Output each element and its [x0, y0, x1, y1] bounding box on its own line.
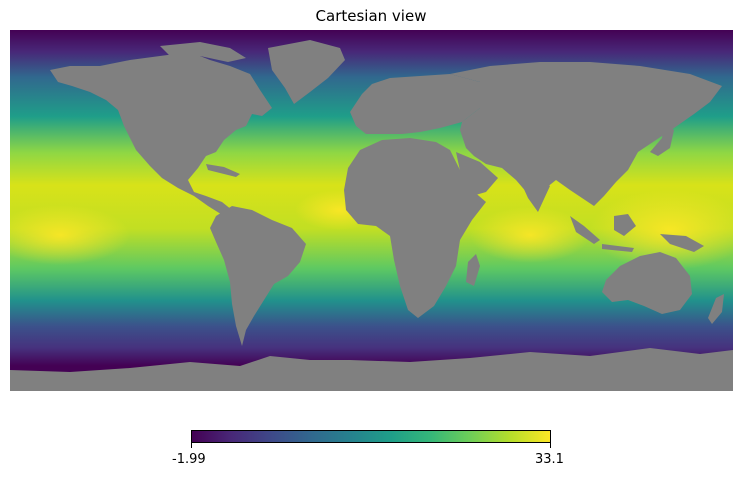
new-zealand	[708, 294, 724, 324]
asia	[450, 62, 722, 206]
java	[602, 244, 634, 252]
japan	[650, 124, 674, 156]
india	[518, 176, 550, 212]
colorbar-tick-max	[550, 443, 551, 448]
africa	[344, 138, 486, 318]
arctic-islands	[160, 42, 246, 62]
colorbar-min-label: -1.99	[172, 452, 206, 467]
world-map	[10, 30, 733, 391]
colorbar-max-label: 33.1	[535, 452, 564, 467]
warm-pool-indian	[470, 207, 590, 263]
land-masses	[10, 40, 733, 391]
antarctica	[10, 348, 733, 391]
greenland	[268, 40, 345, 104]
madagascar	[466, 254, 480, 286]
australia	[602, 252, 692, 314]
north-america	[50, 52, 272, 216]
new-guinea	[660, 234, 704, 252]
cuba	[206, 164, 240, 177]
colorbar-tick-min	[191, 443, 192, 448]
south-america	[210, 206, 306, 346]
plot-title: Cartesian view	[315, 7, 427, 25]
borneo	[614, 214, 636, 236]
sumatra	[570, 216, 600, 244]
warm-pool-east-pacific	[10, 205, 130, 265]
colorbar	[191, 430, 551, 443]
europe	[350, 74, 480, 134]
